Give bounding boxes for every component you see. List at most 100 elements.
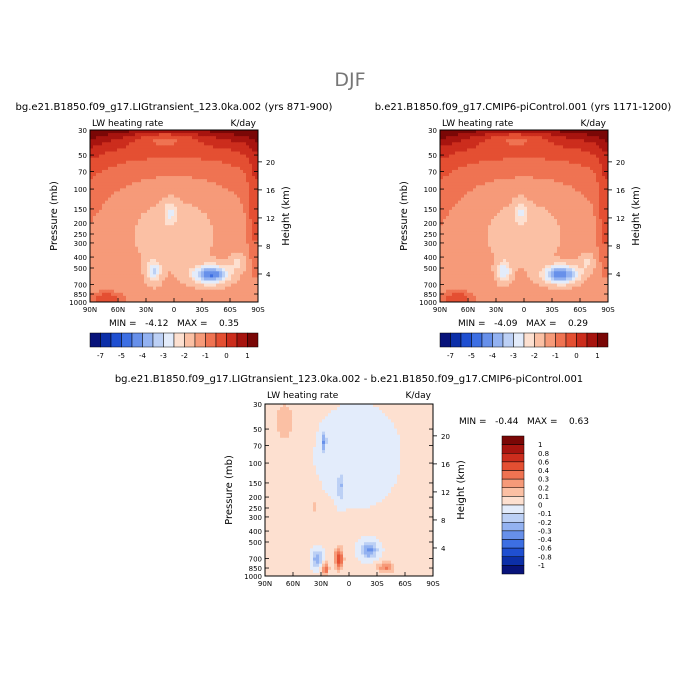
field-cell (96, 240, 100, 245)
field-cell (497, 212, 501, 217)
field-cell (144, 206, 148, 211)
field-cell (246, 259, 250, 263)
field-cell (108, 280, 112, 284)
field-cell (234, 298, 238, 302)
field-cell (165, 148, 169, 152)
field-cell (228, 274, 232, 278)
field-cell (494, 225, 498, 229)
field-cell (204, 274, 208, 278)
field-cell (120, 182, 124, 186)
field-cell (99, 194, 103, 198)
field-cell (237, 160, 241, 165)
field-cell (114, 277, 118, 281)
field-cell (96, 234, 100, 238)
field-cell (177, 237, 181, 241)
field-cell (524, 219, 528, 223)
field-cell (123, 179, 127, 183)
field-cell (503, 188, 507, 192)
field-cell (467, 197, 471, 202)
field-cell (234, 286, 238, 291)
field-cell (536, 169, 540, 174)
field-cell (171, 145, 175, 149)
field-cell (105, 136, 109, 140)
field-cell (249, 274, 253, 278)
field-cell (497, 197, 501, 202)
field-cell (497, 133, 501, 137)
field-cell (123, 197, 127, 202)
field-cell (147, 274, 151, 278)
field-cell (578, 176, 582, 180)
field-cell (156, 163, 160, 168)
field-cell (593, 182, 597, 186)
field-cell (216, 298, 220, 302)
field-cell (114, 280, 118, 284)
field-cell (482, 139, 486, 143)
field-cell (473, 133, 477, 137)
field-cell (138, 206, 142, 211)
field-cell (111, 169, 115, 174)
field-cell (485, 136, 489, 140)
field-cell (605, 197, 608, 202)
field-cell (596, 145, 600, 149)
field-cell (473, 191, 477, 195)
field-cell (207, 265, 211, 269)
field-cell (458, 203, 462, 208)
field-cell (240, 216, 244, 220)
field-cell (129, 185, 133, 189)
field-cell (240, 191, 244, 195)
field-cell (120, 274, 124, 278)
field-cell (204, 157, 208, 162)
field-cell (479, 176, 483, 180)
field-cell (225, 262, 229, 266)
field-cell (102, 231, 106, 235)
field-cell (503, 166, 507, 171)
field-cell (129, 130, 133, 134)
field-cell (449, 145, 453, 149)
field-cell (153, 231, 157, 235)
field-cell (168, 188, 172, 192)
field-cell (252, 157, 256, 162)
field-cell (246, 139, 250, 143)
field-cell (228, 268, 232, 272)
field-cell (114, 176, 118, 180)
field-cell (96, 268, 100, 272)
field-cell (446, 130, 450, 134)
field-cell (126, 231, 130, 235)
field-cell (204, 191, 208, 195)
field-cell (560, 133, 564, 137)
field-cell (129, 157, 133, 162)
field-cell (168, 262, 172, 266)
field-cell (539, 154, 543, 159)
field-cell (530, 206, 534, 211)
field-cell (237, 185, 241, 189)
field-cell (240, 277, 244, 281)
field-cell (153, 197, 157, 202)
field-cell (186, 271, 190, 275)
field-cell (440, 188, 444, 192)
field-cell (213, 268, 217, 272)
field-cell (443, 148, 447, 152)
field-cell (243, 274, 247, 278)
field-cell (500, 203, 504, 208)
field-cell (165, 160, 169, 165)
field-cell (563, 209, 567, 214)
field-cell (449, 200, 453, 205)
field-cell (138, 255, 142, 260)
field-cell (479, 154, 483, 159)
field-cell (129, 277, 133, 281)
field-cell (93, 277, 97, 281)
field-cell (150, 160, 154, 165)
field-cell (470, 203, 474, 208)
field-cell (120, 216, 124, 220)
field-cell (252, 139, 256, 143)
field-cell (213, 130, 217, 134)
field-cell (135, 173, 139, 177)
field-cell (213, 292, 217, 297)
field-cell (159, 154, 163, 159)
field-cell (557, 148, 561, 152)
field-cell (138, 222, 142, 226)
field-cell (135, 194, 139, 198)
field-cell (210, 225, 214, 229)
field-cell (249, 222, 253, 226)
field-cell (192, 228, 196, 232)
